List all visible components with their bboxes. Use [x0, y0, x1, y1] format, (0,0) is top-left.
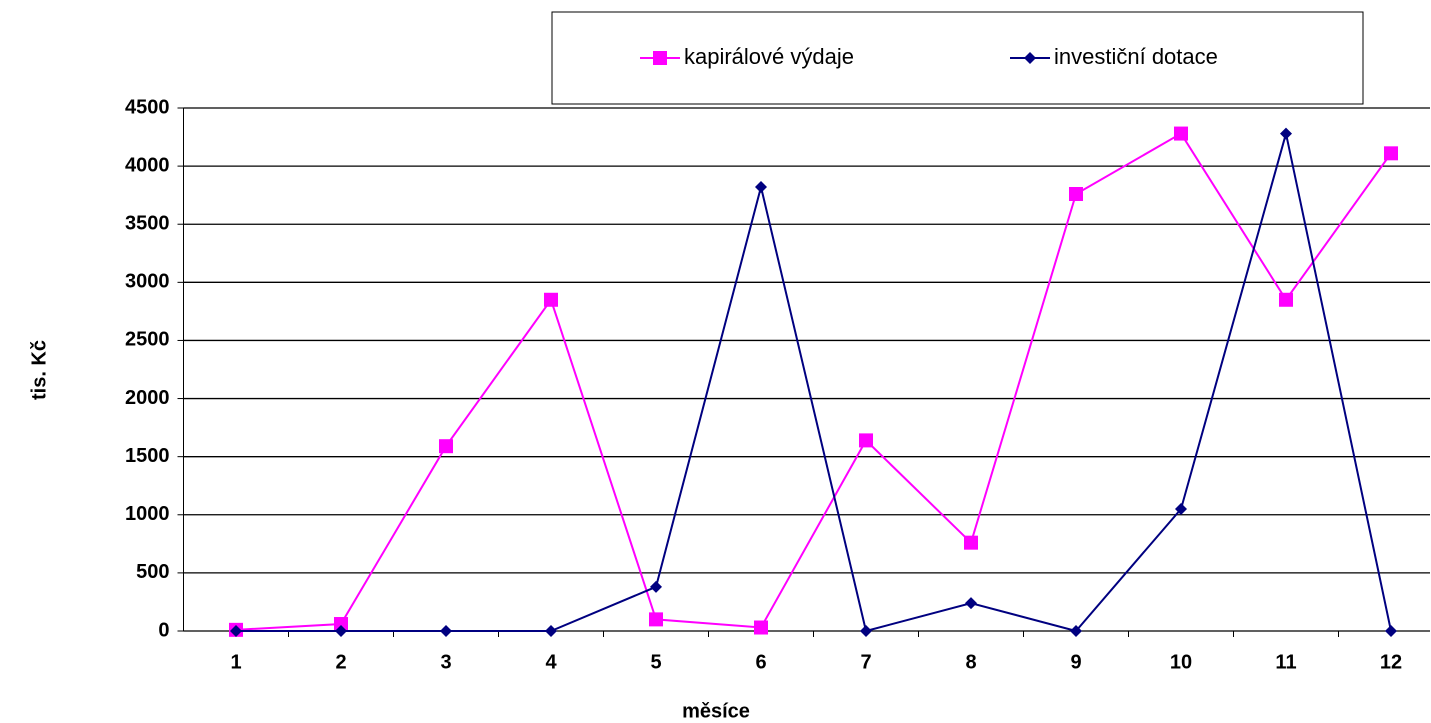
- point: [1174, 126, 1188, 141]
- series-line: [235, 132, 1392, 631]
- x-tick-label: 7: [860, 651, 871, 673]
- point: [439, 439, 453, 454]
- x-tick-label: 9: [1070, 651, 1081, 673]
- point: [650, 580, 662, 593]
- point: [860, 625, 872, 637]
- y-tick-label: 3500: [125, 213, 170, 235]
- y-tick-label: 3000: [125, 271, 170, 293]
- legend-label: investiční dotace: [1054, 44, 1218, 69]
- legend-label: kapirálové výdaje: [684, 44, 854, 69]
- x-tick-label: 2: [335, 651, 346, 673]
- x-tick-label: 4: [545, 651, 557, 673]
- y-tick-label: 1000: [125, 503, 170, 525]
- y-axis-title: tis. Kč: [28, 340, 50, 400]
- point: [649, 612, 663, 627]
- x-tick-label: 10: [1170, 651, 1192, 673]
- y-tick-label: 500: [136, 561, 169, 583]
- point: [755, 181, 767, 194]
- point: [1384, 146, 1398, 161]
- x-tick-label: 11: [1275, 651, 1296, 673]
- x-tick-label: 3: [440, 651, 451, 673]
- y-tick-label: 4500: [125, 96, 170, 118]
- y-tick-label: 0: [158, 619, 169, 641]
- y-tick-label: 2000: [125, 387, 170, 409]
- point: [440, 625, 452, 637]
- point: [964, 535, 978, 550]
- y-tick-label: 4000: [125, 154, 170, 176]
- point: [335, 625, 347, 637]
- x-tick-label: 5: [650, 651, 661, 673]
- x-tick-label: 12: [1380, 651, 1402, 673]
- point: [545, 625, 557, 637]
- point: [653, 51, 667, 65]
- point: [1279, 292, 1293, 307]
- point: [230, 625, 242, 637]
- point: [1070, 625, 1082, 637]
- x-tick-label: 6: [755, 651, 766, 673]
- point: [1280, 127, 1292, 140]
- point: [754, 620, 768, 635]
- series-line: [236, 133, 1392, 633]
- point: [1175, 502, 1187, 515]
- point: [544, 292, 558, 307]
- point: [1024, 52, 1036, 64]
- point: [334, 617, 348, 632]
- legend-box: [551, 11, 1364, 105]
- point: [1069, 187, 1083, 202]
- x-tick-label: 8: [965, 651, 976, 673]
- point: [965, 597, 977, 610]
- y-tick-label: 1500: [125, 445, 170, 467]
- x-axis-title: měsíce: [682, 700, 750, 722]
- point: [1385, 625, 1397, 637]
- point: [859, 433, 873, 448]
- x-tick-label: 1: [230, 651, 241, 673]
- y-tick-label: 2500: [125, 329, 170, 351]
